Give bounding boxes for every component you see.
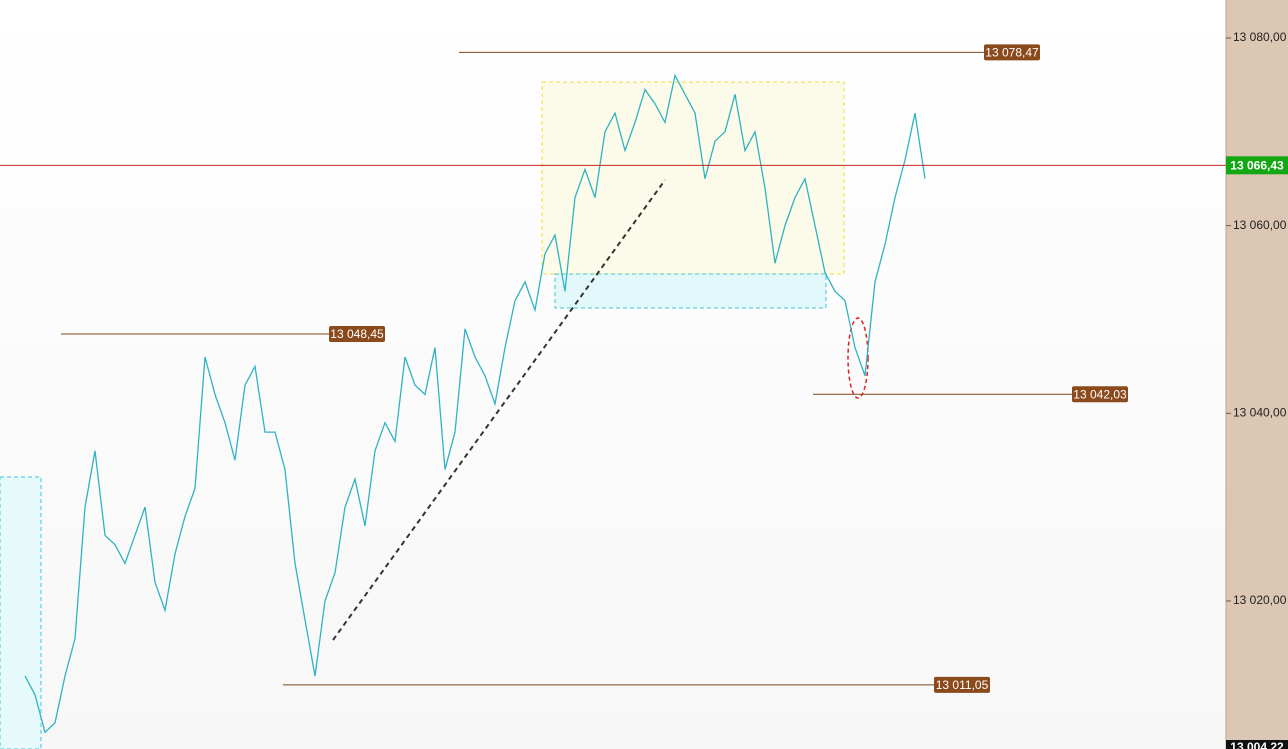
supply-zone	[541, 81, 845, 275]
trend-line	[332, 179, 666, 641]
y-tick-label: 13 060,00	[1233, 218, 1287, 232]
level-label: 13 042,03	[1073, 387, 1127, 401]
current-price-box	[1226, 156, 1288, 175]
price-line	[24, 73, 926, 734]
demand-zone	[0, 476, 42, 749]
level-label-box	[984, 44, 1040, 61]
level-label: 13 011,05	[936, 678, 989, 692]
price-axis	[1226, 0, 1288, 749]
level-label-box	[329, 326, 385, 343]
level-label-box	[934, 676, 990, 693]
highlight-ellipse	[847, 317, 869, 399]
y-tick-label: 13 040,00	[1233, 405, 1287, 419]
y-tick-label: 13 080,00	[1233, 30, 1287, 44]
level-label-box	[1072, 386, 1128, 403]
level-label: 13 048,45	[330, 327, 384, 341]
current-price-label: 13 066,43	[1230, 158, 1284, 172]
marks: 13 020,00 13 040,00 13 060,00 13 080,00 13 0…	[0, 30, 1288, 749]
level-label: 13 078,47	[985, 46, 1039, 60]
demand-zone	[554, 273, 827, 309]
y-tick-label: 13 020,00	[1233, 593, 1287, 607]
bottom-price-box	[1226, 740, 1288, 749]
bottom-price-label: 13 004,22	[1230, 740, 1284, 749]
